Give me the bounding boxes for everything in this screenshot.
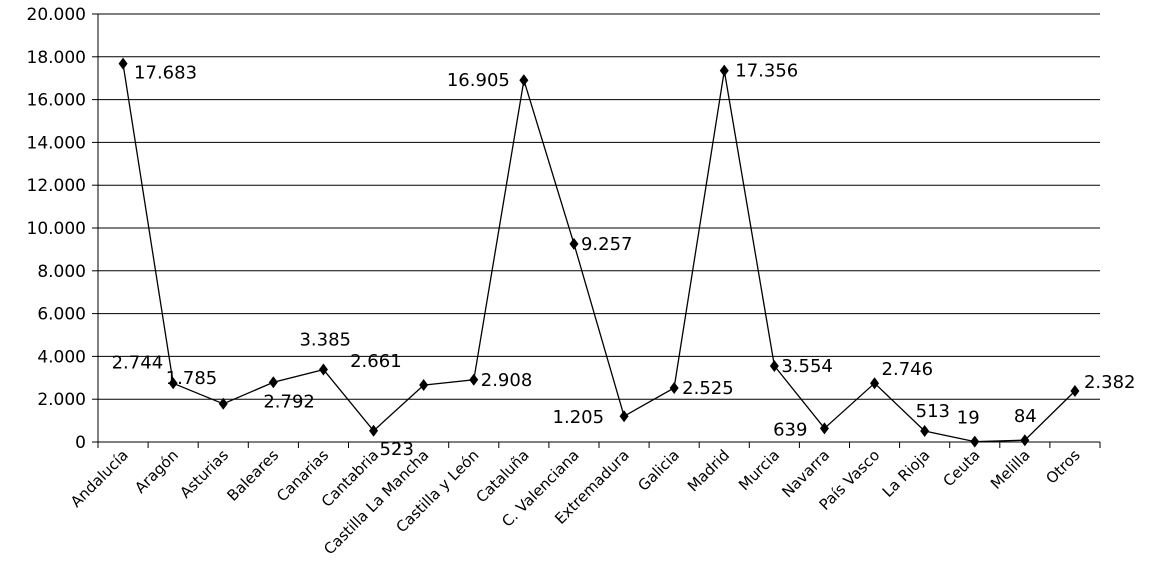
data-point-marker (569, 237, 579, 250)
data-label: 2.382 (1084, 372, 1136, 393)
data-point-marker (519, 74, 529, 87)
x-axis-tick-labels: Andalucía AragónAsturiasBalearesCanariasC… (67, 446, 1084, 558)
y-axis-tick-labels: 0 2.000 4.000 6.000 8.000 10.000 12.000 14.000 1… (27, 5, 86, 453)
data-label: 19 (957, 408, 980, 429)
series-line (122, 63, 1076, 443)
series (118, 57, 1080, 448)
x-tick-label: Melilla (987, 446, 1034, 493)
data-label: 2.908 (481, 370, 533, 391)
x-tick-label: Galicia (634, 446, 683, 495)
y-tick-label: 4.000 (37, 347, 86, 367)
y-tick-label: 2.000 (37, 390, 86, 410)
y-tick-label: 14.000 (27, 133, 86, 153)
data-label: 2.661 (350, 351, 402, 372)
data-label: 3.385 (299, 330, 351, 351)
gridlines (98, 13, 1100, 400)
data-label: 2.744 (112, 352, 164, 373)
data-point-marker (1020, 434, 1030, 447)
data-label: 2.525 (682, 378, 734, 399)
x-tick-label: Andalucía (67, 446, 132, 511)
x-tick-label: La Rioja (879, 446, 934, 501)
data-point-marker (419, 379, 429, 392)
data-label: 1.785 (166, 368, 218, 389)
data-point-marker (920, 425, 930, 438)
data-label: 9.257 (581, 234, 633, 255)
y-tick-label: 6.000 (37, 305, 86, 325)
data-point-marker (870, 377, 880, 390)
data-label: 17.683 (134, 63, 197, 84)
data-point-marker (619, 410, 629, 423)
y-tick-label: 20.000 (27, 5, 86, 25)
data-label: 84 (1014, 406, 1037, 427)
data-point-marker (970, 435, 980, 448)
data-label: 3.554 (781, 356, 833, 377)
data-point-marker (719, 64, 729, 77)
data-point-marker (819, 422, 829, 435)
data-point-marker (168, 377, 178, 390)
data-point-marker (218, 397, 228, 410)
data-point-marker (469, 373, 479, 386)
data-point-marker (369, 424, 379, 437)
y-tick-label: 16.000 (27, 91, 86, 111)
data-label: 2.746 (882, 359, 934, 380)
data-label: 513 (916, 401, 950, 422)
x-tick-label: Murcia (735, 446, 783, 494)
data-label: 17.356 (735, 61, 798, 82)
x-tick-label: Otros (1042, 446, 1084, 488)
x-tick-label: Baleares (224, 446, 283, 505)
data-label: 2.792 (263, 391, 315, 412)
data-label: 1.205 (553, 407, 605, 428)
x-tick-label: Madrid (684, 446, 733, 495)
data-label: 16.905 (447, 70, 510, 91)
y-tick-label: 12.000 (27, 176, 86, 196)
axes (92, 13, 1101, 448)
y-tick-label: 10.000 (27, 219, 86, 239)
data-label: 523 (380, 439, 414, 460)
data-point-marker (769, 359, 779, 372)
y-tick-label: 8.000 (37, 262, 86, 282)
x-tick-label: Aragón (131, 446, 182, 497)
data-point-marker (669, 381, 679, 394)
x-tick-label: Ceuta (940, 446, 984, 490)
data-point-marker (118, 57, 128, 70)
data-point-marker (268, 376, 278, 389)
data-point-marker (318, 363, 328, 376)
data-label: 639 (773, 419, 807, 440)
data-point-marker (1070, 385, 1080, 398)
y-tick-label: 0 (75, 433, 86, 453)
y-tick-label: 18.000 (27, 48, 86, 68)
